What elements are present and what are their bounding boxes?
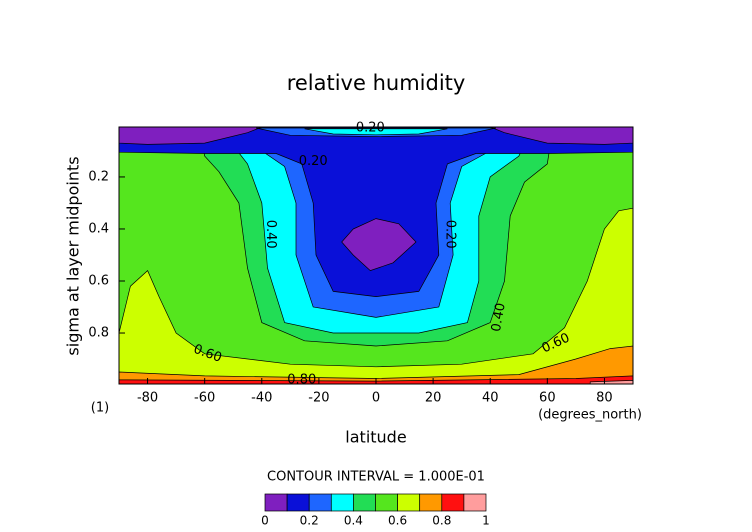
colorbar-swatch xyxy=(463,493,487,512)
colorbar-tick-label: 0.4 xyxy=(344,514,363,528)
x-tick-label: -20 xyxy=(308,391,329,406)
colorbar-swatch xyxy=(308,493,332,512)
x-tick-label: 20 xyxy=(425,391,442,406)
colorbar-tick-label: 0.8 xyxy=(432,514,451,528)
colorbar-swatch xyxy=(286,493,310,512)
x-tick-label: -80 xyxy=(137,391,158,406)
y-tick-label: 0.2 xyxy=(88,169,109,184)
contour-label: 0.40 xyxy=(263,220,278,249)
y-axis-label: sigma at layer midpoints xyxy=(64,156,83,355)
contour-band xyxy=(341,218,417,271)
colorbar-tick-label: 0 xyxy=(261,514,269,528)
contour-label: 0.20 xyxy=(356,121,385,136)
contour-interval: CONTOUR INTERVAL = 1.000E-01 xyxy=(267,470,485,485)
colorbar-swatch xyxy=(441,493,465,512)
x-units: (degrees_north) xyxy=(538,408,642,423)
y-tick-label: 0.4 xyxy=(88,221,109,236)
colorbar-swatch xyxy=(353,493,376,512)
colorbar-swatch xyxy=(375,493,398,512)
x-tick-label: 80 xyxy=(596,391,613,406)
x-axis-label: latitude xyxy=(345,428,406,447)
contour-label: 0.80 xyxy=(287,372,316,387)
colorbar-tick-label: 0.6 xyxy=(388,514,407,528)
contour-band xyxy=(304,128,448,136)
x-tick-label: -40 xyxy=(251,391,272,406)
contour-band xyxy=(118,126,634,297)
contour-label: 0.20 xyxy=(299,154,328,169)
colorbar-swatch xyxy=(330,493,354,512)
colorbar-swatch xyxy=(419,493,443,512)
y-units: (1) xyxy=(91,401,109,416)
y-tick-label: 0.8 xyxy=(88,326,109,341)
contour-field xyxy=(118,126,634,385)
x-tick-label: -60 xyxy=(194,391,215,406)
x-tick-label: 60 xyxy=(539,391,556,406)
chart-title: relative humidity xyxy=(287,71,466,95)
colorbar-tick-label: 1 xyxy=(482,514,490,528)
x-tick-label: 0 xyxy=(372,391,380,406)
contour-label: 0.20 xyxy=(443,220,458,249)
contour-label: 0.40 xyxy=(489,302,509,333)
x-tick-label: 40 xyxy=(482,391,499,406)
colorbar-swatch xyxy=(397,493,421,512)
y-tick-label: 0.6 xyxy=(88,273,109,288)
colorbar-tick-label: 0.2 xyxy=(300,514,319,528)
colorbar-swatch xyxy=(264,493,288,512)
